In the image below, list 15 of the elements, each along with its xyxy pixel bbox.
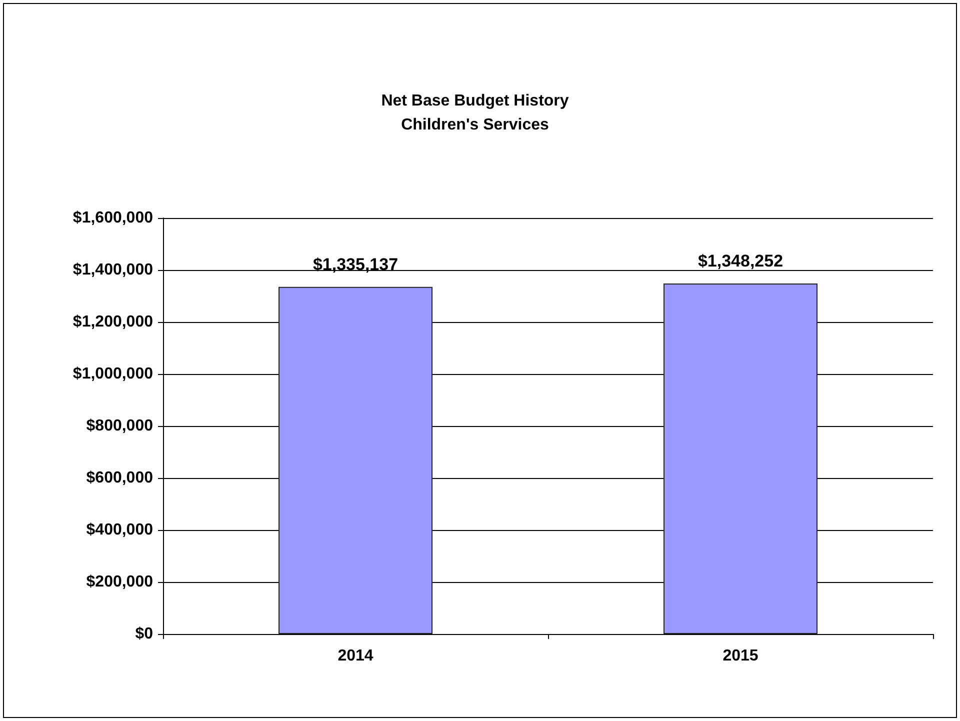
y-tick-label: $1,400,000	[72, 262, 154, 278]
x-tick-label: 2014	[338, 648, 374, 664]
y-tick-label: $1,000,000	[72, 366, 154, 382]
data-label: $1,335,137	[312, 254, 398, 274]
chart-subtitle: Children's Services	[401, 116, 550, 134]
data-label: $1,348,252	[698, 251, 784, 270]
y-tick-label: $1,600,000	[72, 210, 154, 226]
y-tick-label: $800,000	[86, 418, 154, 434]
y-tick-label: $0	[135, 626, 154, 642]
chart-title: Net Base Budget History	[381, 92, 569, 110]
y-tick-label: $1,200,000	[72, 314, 154, 330]
y-tick-label: $200,000	[86, 574, 154, 590]
x-tick-label: 2015	[722, 648, 758, 664]
y-tick-label: $600,000	[86, 470, 154, 486]
y-tick-label: $400,000	[86, 522, 154, 538]
